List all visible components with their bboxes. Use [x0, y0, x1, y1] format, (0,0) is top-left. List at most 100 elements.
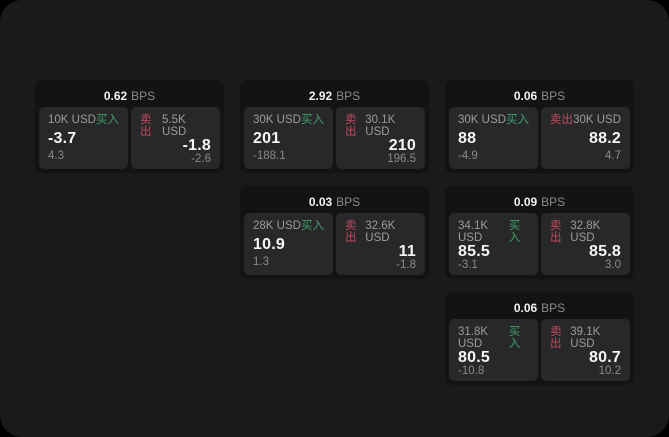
bps-unit-label: BPS	[131, 88, 156, 103]
buy-sub-value: -4.9	[458, 149, 478, 162]
buy-tile-top: 28K USD 买入	[253, 220, 324, 233]
sell-price: 80.7	[589, 349, 621, 366]
buy-tile-top: 10K USD 买入	[48, 114, 119, 127]
sell-price: -1.8	[182, 137, 211, 154]
buy-amount: 31.8K USD	[458, 326, 489, 350]
cards-grid: 0.62 BPS 10K USD 买入 -3.7 4.3 卖出 5.5K USD…	[35, 80, 634, 385]
sell-tile[interactable]: 卖出 5.5K USD -1.8 -2.6	[131, 107, 220, 169]
bps-value: 0.06	[513, 300, 538, 315]
quote-card: 0.09 BPS 34.1K USD 买入 85.5 -3.1 卖出 32.8K…	[445, 186, 634, 279]
sell-sub-value: -2.6	[191, 153, 211, 165]
sell-tile-top: 卖出 39.1K USD	[550, 326, 621, 350]
buy-sub-value: -188.1	[253, 149, 286, 162]
quote-tiles: 31.8K USD 买入 80.5 -10.8 卖出 39.1K USD 80.…	[449, 319, 630, 381]
buy-tile[interactable]: 30K USD 买入 88 -4.9	[449, 107, 538, 169]
sell-price: 88.2	[589, 129, 621, 147]
quote-tiles: 30K USD 买入 88 -4.9 卖出 30K USD 88.2 4.7	[449, 107, 630, 169]
sell-tile[interactable]: 卖出 32.8K USD 85.8 3.0	[541, 213, 630, 275]
sell-amount: 30K USD	[573, 114, 621, 126]
quote-card: 0.62 BPS 10K USD 买入 -3.7 4.3 卖出 5.5K USD…	[35, 80, 224, 173]
sell-side-label: 卖出	[550, 220, 562, 244]
bps-header: 0.09 BPS	[449, 190, 630, 213]
bps-value: 0.06	[513, 88, 538, 103]
sell-side-label: 卖出	[550, 114, 573, 126]
sell-amount: 30.1K USD	[365, 114, 396, 138]
sell-side-label: 卖出	[345, 114, 357, 138]
buy-tile[interactable]: 28K USD 买入 10.9 1.3	[244, 213, 333, 275]
quote-card: 0.03 BPS 28K USD 买入 10.9 1.3 卖出 32.6K US…	[240, 186, 429, 279]
bps-value: 0.03	[308, 194, 333, 209]
sell-tile[interactable]: 卖出 30K USD 88.2 4.7	[541, 107, 630, 169]
bps-header: 0.06 BPS	[449, 296, 630, 319]
buy-price: 10.9	[253, 235, 285, 253]
bps-header: 0.03 BPS	[244, 190, 425, 213]
bps-unit-label: BPS	[336, 194, 361, 209]
quote-tiles: 28K USD 买入 10.9 1.3 卖出 32.6K USD 11 -1.8	[244, 213, 425, 275]
buy-amount: 28K USD	[253, 220, 301, 232]
buy-side-label: 买入	[96, 114, 119, 126]
bps-header: 2.92 BPS	[244, 84, 425, 107]
sell-tile[interactable]: 卖出 39.1K USD 80.7 10.2	[541, 319, 630, 381]
buy-amount: 30K USD	[253, 114, 301, 126]
bps-header: 0.62 BPS	[39, 84, 220, 107]
sell-sub-value: 10.2	[598, 365, 621, 377]
buy-price: 201	[253, 129, 281, 147]
buy-side-label: 买入	[301, 114, 324, 126]
bps-header: 0.06 BPS	[449, 84, 630, 107]
buy-tile-top: 31.8K USD 买入	[458, 326, 529, 350]
sell-price: 11	[398, 243, 416, 260]
buy-price: 85.5	[458, 243, 490, 260]
sell-price: 210	[388, 137, 416, 154]
sell-tile[interactable]: 卖出 32.6K USD 11 -1.8	[336, 213, 425, 275]
sell-sub-value: 3.0	[605, 259, 621, 271]
buy-amount: 34.1K USD	[458, 220, 489, 244]
buy-amount: 30K USD	[458, 114, 506, 126]
buy-side-label: 买入	[508, 326, 521, 350]
sell-sub-value: 4.7	[605, 149, 621, 162]
sell-side-label: 卖出	[140, 114, 152, 138]
buy-tile[interactable]: 10K USD 买入 -3.7 4.3	[39, 107, 128, 169]
quote-tiles: 10K USD 买入 -3.7 4.3 卖出 5.5K USD -1.8 -2.…	[39, 107, 220, 169]
sell-side-label: 卖出	[550, 326, 562, 350]
sell-amount: 32.6K USD	[365, 220, 396, 244]
sell-tile-top: 卖出 32.8K USD	[550, 220, 621, 244]
bps-unit-label: BPS	[541, 194, 566, 209]
quote-card: 0.06 BPS 30K USD 买入 88 -4.9 卖出 30K USD 8…	[445, 80, 634, 173]
buy-sub-value: -10.8	[458, 365, 485, 377]
buy-sub-value: -3.1	[458, 259, 478, 271]
bps-value: 0.62	[103, 88, 128, 103]
quote-card: 2.92 BPS 30K USD 买入 201 -188.1 卖出 30.1K …	[240, 80, 429, 173]
quote-tiles: 34.1K USD 买入 85.5 -3.1 卖出 32.8K USD 85.8…	[449, 213, 630, 275]
sell-amount: 32.8K USD	[570, 220, 601, 244]
sell-tile-top: 卖出 30K USD	[550, 114, 621, 127]
buy-amount: 10K USD	[48, 114, 96, 126]
quote-card: 0.06 BPS 31.8K USD 买入 80.5 -10.8 卖出 39.1…	[445, 292, 634, 385]
sell-tile-top: 卖出 5.5K USD	[140, 114, 211, 138]
buy-side-label: 买入	[506, 114, 529, 126]
buy-sub-value: 4.3	[48, 149, 64, 162]
buy-price: 80.5	[458, 349, 490, 366]
buy-side-label: 买入	[301, 220, 324, 232]
buy-sub-value: 1.3	[253, 255, 269, 268]
bps-value: 2.92	[308, 88, 333, 103]
buy-tile-top: 30K USD 买入	[253, 114, 324, 127]
buy-tile[interactable]: 31.8K USD 买入 80.5 -10.8	[449, 319, 538, 381]
sell-tile[interactable]: 卖出 30.1K USD 210 196.5	[336, 107, 425, 169]
buy-tile[interactable]: 34.1K USD 买入 85.5 -3.1	[449, 213, 538, 275]
sell-sub-value: 196.5	[387, 153, 416, 165]
sell-amount: 39.1K USD	[570, 326, 601, 350]
sell-tile-top: 卖出 32.6K USD	[345, 220, 416, 244]
sell-side-label: 卖出	[345, 220, 357, 244]
quote-tiles: 30K USD 买入 201 -188.1 卖出 30.1K USD 210 1…	[244, 107, 425, 169]
bps-value: 0.09	[513, 194, 538, 209]
buy-tile[interactable]: 30K USD 买入 201 -188.1	[244, 107, 333, 169]
bps-unit-label: BPS	[541, 88, 566, 103]
sell-price: 85.8	[589, 243, 621, 260]
buy-price: 88	[458, 129, 477, 147]
buy-tile-top: 34.1K USD 买入	[458, 220, 529, 244]
buy-side-label: 买入	[508, 220, 521, 244]
sell-amount: 5.5K USD	[162, 114, 187, 138]
sell-sub-value: -1.8	[396, 259, 416, 271]
